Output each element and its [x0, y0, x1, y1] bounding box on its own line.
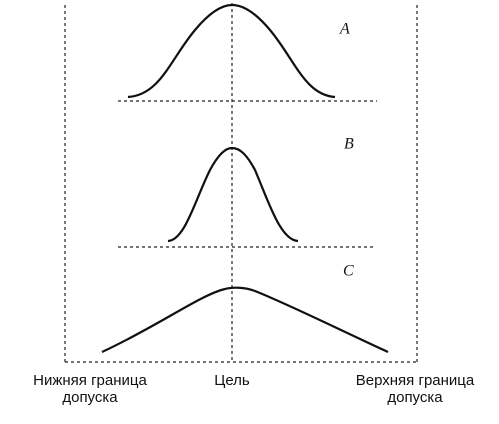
lower-limit-label: Нижняя граница — [33, 372, 147, 389]
curve-a — [127, 3, 336, 99]
curve-label: A — [339, 21, 350, 38]
upper-limit-label: Верхняя граница — [356, 372, 475, 389]
curve-label: C — [343, 263, 354, 280]
target-label: Цель — [214, 372, 250, 389]
curve-label: B — [344, 136, 354, 153]
curve-c — [101, 286, 389, 353]
curve-b — [167, 146, 299, 243]
lower-limit-label: допуска — [62, 389, 118, 406]
upper-limit-label: допуска — [387, 389, 443, 406]
